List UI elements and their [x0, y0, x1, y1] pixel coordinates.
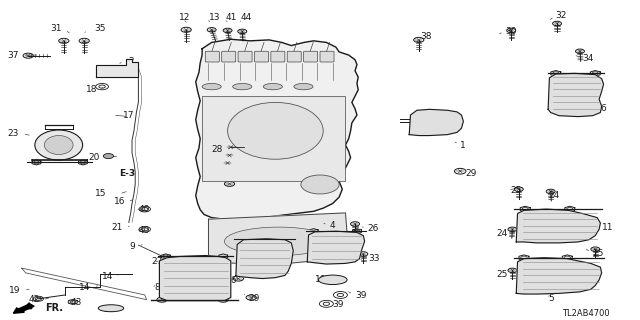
FancyBboxPatch shape — [287, 51, 301, 62]
Ellipse shape — [225, 227, 333, 255]
Text: 11: 11 — [602, 223, 613, 232]
Text: 42: 42 — [28, 295, 40, 304]
Text: 2: 2 — [129, 57, 134, 66]
Text: 10: 10 — [315, 275, 326, 284]
Text: 19: 19 — [9, 286, 20, 295]
Polygon shape — [307, 231, 365, 264]
Text: 17: 17 — [122, 110, 134, 120]
Text: 5: 5 — [548, 294, 554, 303]
Ellipse shape — [99, 305, 124, 312]
Text: 13: 13 — [209, 13, 220, 22]
Text: 37: 37 — [8, 51, 19, 60]
Text: 6: 6 — [600, 104, 606, 113]
Text: 8: 8 — [154, 283, 160, 292]
Text: 34: 34 — [582, 54, 594, 63]
Text: E-3: E-3 — [119, 169, 136, 178]
Text: 9: 9 — [129, 242, 135, 251]
Text: 14: 14 — [102, 272, 113, 281]
Text: 30: 30 — [505, 27, 516, 36]
Text: 27: 27 — [151, 257, 163, 266]
Polygon shape — [236, 239, 293, 278]
Text: 41: 41 — [226, 13, 237, 22]
Text: 18: 18 — [86, 85, 97, 94]
Ellipse shape — [263, 84, 282, 90]
Text: FR.: FR. — [45, 303, 63, 313]
Text: 35: 35 — [94, 24, 106, 33]
Text: 40: 40 — [138, 205, 150, 214]
Polygon shape — [409, 109, 463, 136]
Circle shape — [103, 154, 113, 159]
FancyBboxPatch shape — [303, 51, 317, 62]
Text: 39: 39 — [355, 291, 367, 300]
Text: 44: 44 — [241, 13, 252, 22]
Text: 14: 14 — [79, 283, 91, 292]
FancyBboxPatch shape — [320, 51, 334, 62]
FancyBboxPatch shape — [202, 96, 346, 181]
FancyBboxPatch shape — [271, 51, 285, 62]
Text: 32: 32 — [556, 11, 567, 20]
FancyBboxPatch shape — [205, 51, 220, 62]
Polygon shape — [96, 59, 138, 77]
Polygon shape — [209, 213, 349, 264]
Polygon shape — [516, 209, 600, 243]
Text: 23: 23 — [8, 130, 19, 139]
Text: 24: 24 — [497, 229, 508, 238]
Text: 1: 1 — [460, 140, 466, 149]
Ellipse shape — [301, 175, 339, 194]
FancyBboxPatch shape — [255, 51, 268, 62]
Text: 24: 24 — [548, 191, 559, 200]
Polygon shape — [548, 73, 604, 116]
Text: 40: 40 — [138, 226, 150, 235]
Text: 25: 25 — [510, 186, 521, 195]
Text: 3: 3 — [266, 238, 271, 247]
Polygon shape — [516, 258, 602, 294]
Text: 38: 38 — [420, 32, 432, 41]
Text: 39: 39 — [333, 300, 344, 309]
Ellipse shape — [44, 136, 73, 155]
Text: 43: 43 — [70, 298, 81, 308]
Text: 29: 29 — [465, 169, 477, 178]
Text: 16: 16 — [114, 197, 125, 206]
Text: 31: 31 — [51, 24, 62, 33]
Text: 33: 33 — [368, 254, 380, 263]
Text: 12: 12 — [179, 13, 191, 22]
Ellipse shape — [319, 275, 347, 284]
Ellipse shape — [228, 102, 323, 159]
Polygon shape — [159, 255, 231, 301]
Text: 21: 21 — [111, 223, 122, 232]
Ellipse shape — [294, 84, 313, 90]
Text: 25: 25 — [593, 249, 604, 259]
Text: 36: 36 — [226, 276, 237, 285]
FancyArrow shape — [13, 304, 34, 313]
Text: 28: 28 — [212, 145, 223, 154]
Text: 29: 29 — [248, 294, 260, 303]
Ellipse shape — [202, 84, 221, 90]
Text: 25: 25 — [497, 270, 508, 279]
Ellipse shape — [35, 130, 83, 160]
Text: 7: 7 — [59, 144, 65, 153]
Ellipse shape — [233, 84, 252, 90]
Text: 26: 26 — [368, 224, 379, 233]
Text: 15: 15 — [95, 189, 106, 198]
Polygon shape — [196, 39, 358, 220]
FancyBboxPatch shape — [221, 51, 236, 62]
FancyBboxPatch shape — [238, 51, 252, 62]
Text: 4: 4 — [330, 221, 335, 230]
Text: 20: 20 — [89, 153, 100, 162]
Text: TL2AB4700: TL2AB4700 — [562, 309, 610, 318]
Text: 22: 22 — [103, 305, 115, 314]
